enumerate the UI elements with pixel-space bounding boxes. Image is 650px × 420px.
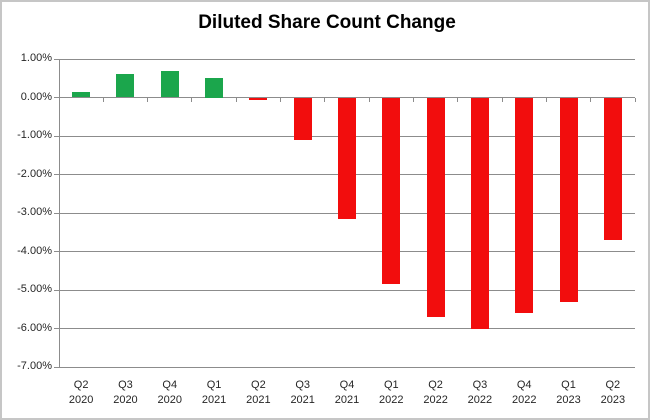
- x-axis-tick: [147, 97, 149, 102]
- x-axis-category-label: Q2 2022: [423, 379, 448, 406]
- x-axis-tick: [191, 97, 193, 102]
- x-axis-tick: [58, 97, 60, 102]
- x-axis-category-label: Q3 2020: [113, 379, 138, 406]
- bar-q2-2023: [603, 97, 622, 240]
- gridline: [59, 251, 635, 252]
- x-axis-tick: [235, 97, 237, 102]
- x-axis-category-label: Q3 2021: [290, 379, 315, 406]
- y-axis-tick: [54, 251, 59, 252]
- bar-q3-2020: [116, 74, 135, 98]
- y-axis-tick-label: -1.00%: [17, 129, 52, 141]
- bar-q4-2020: [160, 70, 179, 98]
- y-axis-tick: [54, 212, 59, 214]
- x-axis-category-label: Q2 2021: [246, 379, 271, 406]
- bar-q1-2023: [559, 97, 578, 302]
- y-axis-tick: [54, 97, 59, 98]
- y-axis-tick: [54, 328, 59, 329]
- x-axis-tick: [634, 97, 636, 102]
- x-axis-category-label: Q2 2023: [600, 379, 626, 406]
- x-axis-tick: [501, 97, 503, 102]
- bar-q3-2022: [470, 97, 489, 329]
- y-axis-tick: [54, 289, 59, 291]
- y-axis-tick-label: -7.00%: [17, 360, 52, 372]
- gridline: [59, 58, 635, 60]
- bar-q2-2022: [426, 97, 445, 317]
- x-axis-tick: [590, 97, 592, 102]
- x-axis-tick: [280, 97, 282, 102]
- chart-title: Diluted Share Count Change: [198, 12, 456, 33]
- gridline: [59, 366, 635, 368]
- y-axis-line: [59, 59, 60, 367]
- x-axis-tick: [457, 97, 459, 102]
- bar-q2-2020: [72, 91, 91, 98]
- bar-q1-2022: [382, 97, 401, 285]
- x-axis-category-label: Q1 2022: [379, 379, 404, 406]
- x-axis-category-label: Q2 2020: [68, 379, 94, 406]
- x-axis-category-label: Q1 2023: [556, 379, 581, 406]
- bar-q3-2021: [293, 97, 312, 140]
- x-axis-tick: [324, 97, 326, 102]
- x-axis-tick: [412, 97, 414, 102]
- bar-q1-2021: [205, 78, 224, 98]
- y-axis-tick-label: -5.00%: [17, 283, 52, 295]
- y-axis-tick-label: -6.00%: [17, 321, 52, 334]
- y-axis-tick: [54, 366, 59, 368]
- bar-q2-2021: [249, 97, 268, 100]
- y-axis-tick-label: -2.00%: [17, 167, 52, 180]
- x-axis-tick: [102, 97, 104, 102]
- x-axis-category-label: Q4 2020: [157, 379, 182, 406]
- y-axis-tick-label: 1.00%: [20, 52, 52, 64]
- y-axis-tick: [54, 58, 59, 60]
- x-axis-category-label: Q4 2021: [334, 379, 360, 406]
- y-axis-tick: [54, 174, 59, 175]
- x-axis-tick: [368, 97, 370, 102]
- bar-q4-2021: [338, 97, 356, 219]
- bar-q4-2022: [515, 97, 534, 314]
- x-axis-tick: [545, 97, 547, 102]
- x-axis-category-label: Q3 2022: [467, 379, 493, 406]
- y-axis-tick: [54, 135, 59, 137]
- gridline: [59, 328, 635, 329]
- y-axis-tick-label: 0.00%: [20, 90, 52, 103]
- x-axis-category-label: Q4 2022: [511, 379, 537, 406]
- x-axis-category-label: Q1 2021: [201, 379, 227, 406]
- y-axis-tick-label: -4.00%: [17, 244, 52, 257]
- gridline: [59, 289, 635, 291]
- y-axis-tick-label: -3.00%: [17, 206, 52, 218]
